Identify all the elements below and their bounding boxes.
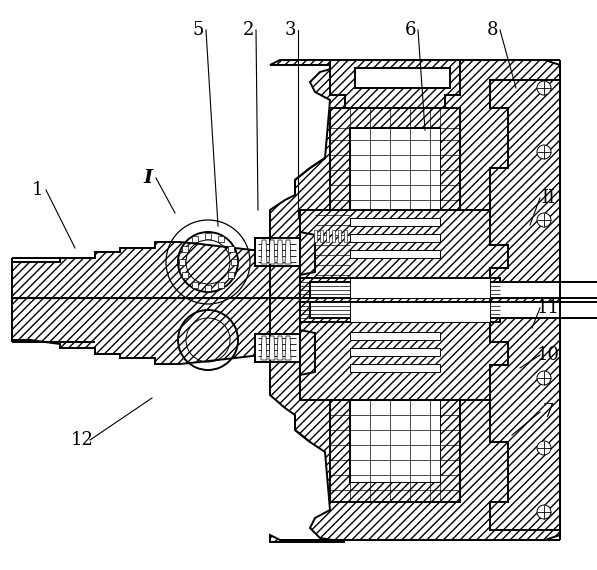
Polygon shape	[344, 230, 347, 242]
Polygon shape	[261, 336, 267, 360]
Polygon shape	[300, 298, 508, 400]
Polygon shape	[490, 298, 560, 530]
Polygon shape	[277, 336, 283, 360]
Text: 6: 6	[404, 21, 416, 39]
Polygon shape	[490, 80, 560, 298]
Polygon shape	[338, 230, 341, 242]
Bar	[300, 302, 500, 322]
Polygon shape	[277, 240, 283, 264]
Polygon shape	[326, 230, 329, 242]
Polygon shape	[350, 128, 440, 210]
Bar	[218, 282, 224, 287]
Bar	[350, 278, 490, 298]
Polygon shape	[332, 230, 335, 242]
Bar	[310, 302, 597, 318]
Polygon shape	[350, 400, 440, 482]
Polygon shape	[12, 298, 310, 364]
Circle shape	[537, 81, 551, 95]
Bar	[227, 246, 233, 252]
Polygon shape	[330, 60, 460, 108]
Bar	[350, 364, 440, 372]
Bar	[192, 282, 198, 287]
Bar	[350, 234, 440, 242]
Polygon shape	[261, 240, 267, 264]
Bar	[227, 272, 233, 278]
Polygon shape	[270, 60, 560, 298]
Bar	[350, 348, 440, 356]
Text: 11: 11	[537, 299, 559, 317]
Text: 8: 8	[486, 21, 498, 39]
Bar	[255, 238, 300, 266]
Polygon shape	[269, 240, 275, 264]
Polygon shape	[269, 336, 275, 360]
Bar	[255, 334, 300, 362]
Bar	[192, 237, 198, 242]
Polygon shape	[330, 108, 460, 210]
Text: 10: 10	[537, 346, 559, 364]
Bar	[350, 302, 490, 322]
Text: 3: 3	[284, 21, 296, 39]
Bar	[205, 285, 211, 291]
Bar	[310, 282, 597, 298]
Bar	[179, 259, 185, 265]
Text: 5: 5	[192, 21, 204, 39]
Polygon shape	[330, 400, 460, 502]
Polygon shape	[320, 230, 323, 242]
Text: I: I	[143, 169, 153, 187]
Circle shape	[537, 441, 551, 455]
Bar	[205, 233, 211, 239]
Circle shape	[537, 371, 551, 385]
Text: 12: 12	[70, 431, 94, 449]
Bar	[183, 272, 189, 278]
Polygon shape	[314, 230, 317, 242]
Text: 2: 2	[242, 21, 254, 39]
Text: 1: 1	[32, 181, 44, 199]
Bar	[231, 259, 237, 265]
Polygon shape	[300, 210, 508, 298]
Bar	[350, 250, 440, 258]
Circle shape	[537, 505, 551, 519]
Polygon shape	[285, 336, 291, 360]
Bar	[350, 218, 440, 226]
Bar	[300, 278, 500, 298]
Bar	[183, 246, 189, 252]
Circle shape	[537, 145, 551, 159]
Polygon shape	[355, 68, 450, 88]
Text: 7: 7	[542, 403, 553, 421]
Bar	[350, 332, 440, 340]
Circle shape	[537, 213, 551, 227]
Polygon shape	[285, 240, 291, 264]
Polygon shape	[270, 298, 560, 542]
Text: I: I	[144, 169, 152, 187]
Text: II: II	[541, 189, 555, 207]
Polygon shape	[12, 242, 310, 298]
Bar	[218, 237, 224, 242]
